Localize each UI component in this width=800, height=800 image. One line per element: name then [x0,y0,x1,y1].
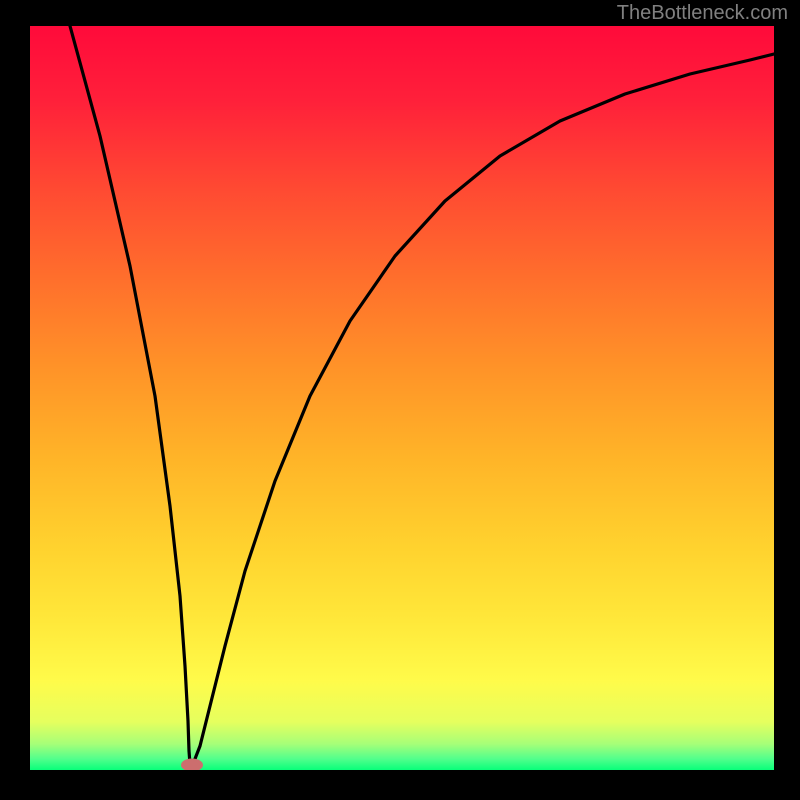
watermark-text: TheBottleneck.com [617,2,788,25]
plot-area [30,26,774,770]
frame-border-left [0,0,30,800]
bottleneck-curve [30,26,774,770]
optimum-marker [181,758,203,770]
frame-border-right [774,0,800,800]
curve-path [70,26,774,764]
frame-border-bottom [0,770,800,800]
